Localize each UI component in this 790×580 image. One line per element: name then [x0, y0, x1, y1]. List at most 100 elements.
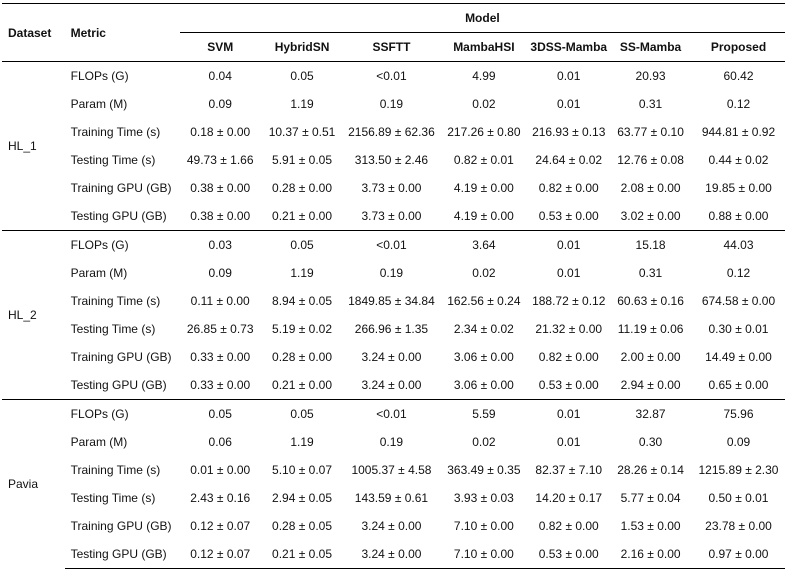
value-cell: 1.19 [290, 97, 314, 111]
value-cell: 0.31 [638, 266, 663, 280]
value-cell: 0.05 [179, 399, 261, 428]
table-row: Testing GPU (GB) 0.33 ± 0.00 0.21 ± 0.00 3.… [2, 371, 785, 400]
value-cell: 24.64 ± 0.02 [535, 153, 603, 167]
value-cell: 2.16 ± 0.00 [609, 540, 692, 569]
value-cell: 0.04 [208, 69, 232, 83]
value-cell: <0.01 [343, 230, 440, 259]
value-cell: 0.53 ± 0.00 [528, 540, 610, 569]
value-cell: 0.88 ± 0.00 [708, 209, 769, 223]
table-row: Testing GPU (GB) 0.12 ± 0.07 0.21 ± 0.05 3.… [2, 540, 785, 569]
value-cell: <0.01 [376, 69, 407, 83]
metric-cell: Testing Time (s) [70, 322, 156, 336]
value-cell: 0.09 [208, 266, 232, 280]
dataset-cell: HL_2 [2, 230, 65, 400]
value-cell: 4.99 [472, 69, 496, 83]
value-cell: 2.00 ± 0.00 [620, 350, 681, 364]
value-cell: 3.73 ± 0.00 [361, 209, 422, 223]
value-cell: 2.34 ± 0.02 [453, 322, 514, 336]
value-cell: 0.19 [379, 435, 404, 449]
value-cell: 188.72 ± 0.12 [532, 294, 606, 308]
value-cell: 1215.89 ± 2.30 [698, 463, 779, 477]
table-row: Param (M) 0.09 1.19 0.19 0.02 0.01 0.31 0.12 [2, 90, 785, 118]
value-cell: 0.28 ± 0.00 [272, 181, 333, 195]
model-header-ssftt: SSFTT [372, 40, 411, 54]
value-cell: 0.01 [557, 266, 581, 280]
metric-cell: Param (M) [70, 266, 128, 280]
value-cell: 49.73 ± 1.66 [186, 153, 254, 167]
value-cell: 3.64 [439, 230, 529, 259]
value-cell: 5.59 [439, 399, 529, 428]
table-row: Training GPU (GB) 0.12 ± 0.07 0.28 ± 0.05 3… [2, 512, 785, 540]
value-cell: 44.03 [691, 230, 785, 259]
metric-cell: Testing GPU (GB) [64, 540, 180, 569]
value-cell: 674.58 ± 0.00 [701, 294, 776, 308]
value-cell: 0.01 [557, 435, 581, 449]
value-cell: 0.02 [472, 435, 496, 449]
model-header-hybridsn: HybridSN [274, 40, 330, 54]
metric-cell: Training Time (s) [70, 463, 161, 477]
header-row-models: SVM HybridSN SSFTT MambaHSI 3DSS-Mamba S… [2, 33, 785, 62]
value-cell: 1.19 [290, 435, 314, 449]
value-cell: 1.19 [290, 266, 314, 280]
table-row: Training GPU (GB) 0.33 ± 0.00 0.28 ± 0.00 3… [2, 343, 785, 371]
dataset-cell: Pavia [2, 399, 65, 569]
metric-cell: Param (M) [70, 97, 128, 111]
metric-cell: Training Time (s) [70, 294, 161, 308]
table-row: HL_1 FLOPs (G) 0.04 0.05 <0.01 4.99 0.01 20.93 6… [2, 62, 785, 153]
value-cell: 2.43 ± 0.16 [190, 491, 251, 505]
value-cell: 162.56 ± 0.24 [447, 294, 521, 308]
table-row: Testing Time (s) 26.85 ± 0.73 5.19 ± 0.02 2… [2, 315, 785, 343]
value-cell: 0.82 ± 0.00 [538, 181, 599, 195]
value-cell: 216.93 ± 0.13 [532, 125, 606, 139]
value-cell: 28.26 ± 0.14 [617, 463, 684, 477]
value-cell: 143.59 ± 0.61 [354, 491, 429, 505]
value-cell: 19.85 ± 0.00 [705, 181, 772, 195]
value-cell: 3.06 ± 0.00 [453, 350, 514, 364]
value-cell: 60.42 [723, 69, 754, 83]
metric-cell: Training GPU (GB) [70, 519, 172, 533]
metric-cell: Testing Time (s) [70, 491, 156, 505]
value-cell: 12.76 ± 0.08 [617, 153, 684, 167]
metric-cell: Training Time (s) [70, 125, 161, 139]
value-cell: 3.24 ± 0.00 [361, 350, 422, 364]
value-cell: 23.78 ± 0.00 [705, 519, 772, 533]
value-cell: 5.19 ± 0.02 [272, 322, 333, 336]
value-cell: 10.37 ± 0.51 [268, 125, 336, 139]
value-cell: 14.49 ± 0.00 [705, 350, 772, 364]
value-cell: 217.26 ± 0.80 [447, 125, 521, 139]
metric-cell: Training GPU (GB) [70, 181, 172, 195]
table-row: Training Time (s) 0.11 ± 0.00 8.94 ± 0.05 1… [2, 287, 785, 315]
table-row: Param (M) 0.06 1.19 0.19 0.02 0.01 0.30 0.09 [2, 428, 785, 456]
value-cell: 5.10 ± 0.07 [272, 463, 333, 477]
value-cell: 0.12 ± 0.07 [190, 519, 251, 533]
value-cell: 0.82 ± 0.00 [538, 519, 599, 533]
value-cell: 0.05 [260, 230, 344, 259]
metric-cell: Param (M) [70, 435, 128, 449]
value-cell: 0.28 ± 0.00 [272, 350, 333, 364]
value-cell: 14.20 ± 0.17 [535, 491, 603, 505]
value-cell: <0.01 [343, 399, 440, 428]
model-header-svm: SVM [207, 40, 234, 54]
value-cell: 0.53 ± 0.00 [538, 209, 599, 223]
value-cell: 0.38 ± 0.00 [190, 209, 251, 223]
value-cell: 0.50 ± 0.01 [708, 491, 769, 505]
value-cell: 0.97 ± 0.00 [691, 540, 785, 569]
value-cell: 8.94 ± 0.05 [272, 294, 333, 308]
model-header-mambahsi: MambaHSI [453, 40, 515, 54]
value-cell: 3.02 ± 0.00 [620, 209, 681, 223]
model-header-proposed: Proposed [710, 40, 767, 54]
table-row: Training Time (s) 0.01 ± 0.00 5.10 ± 0.07 1… [2, 456, 785, 484]
value-cell: 32.87 [609, 399, 692, 428]
table-header: Dataset Metric Model SVM HybridSN SSFTT … [2, 3, 785, 62]
value-cell: 0.01 [557, 69, 581, 83]
value-cell: 2.94 ± 0.00 [620, 378, 681, 392]
value-cell: 0.19 [379, 266, 404, 280]
value-cell: 5.91 ± 0.05 [272, 153, 333, 167]
value-cell: 7.10 ± 0.00 [439, 540, 529, 569]
value-cell: 0.11 ± 0.00 [190, 294, 250, 308]
value-cell: 0.01 [557, 97, 581, 111]
metric-column-header: Metric [70, 25, 106, 40]
value-cell: 3.24 ± 0.00 [361, 378, 422, 392]
value-cell: 944.81 ± 0.92 [701, 125, 776, 139]
table-body: HL_1 FLOPs (G) 0.04 0.05 <0.01 4.99 0.01 20.93 6… [2, 62, 785, 569]
